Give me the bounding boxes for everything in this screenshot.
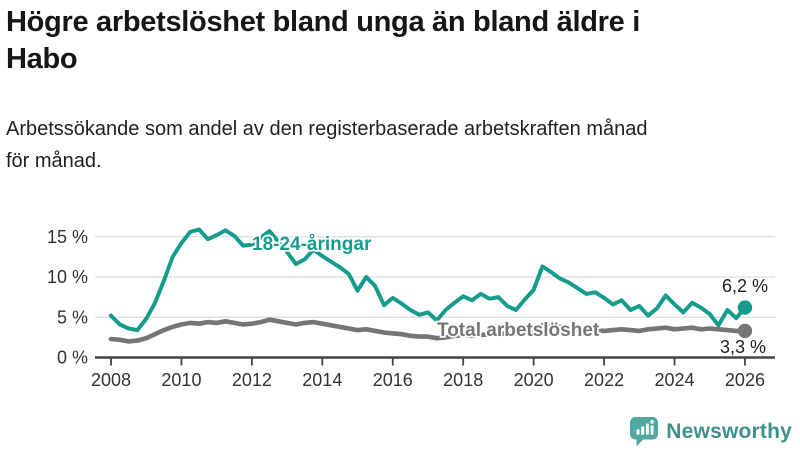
- brand-name: Newsworthy: [666, 419, 792, 443]
- y-axis-label-5: 5 %: [57, 307, 88, 327]
- title-line-2: Habo: [6, 43, 78, 75]
- series-line-youth: [109, 227, 747, 333]
- series-label-total: Total arbetslöshet: [437, 320, 600, 341]
- series-end-value-youth: 6,2 %: [722, 276, 768, 296]
- y-axis-label-15: 15 %: [47, 227, 88, 247]
- series-label-youth: 18-24-åringar: [252, 234, 372, 255]
- y-axis-label-0: 0 %: [57, 348, 88, 368]
- x-axis-label-2024: 2024: [654, 370, 694, 390]
- x-axis-label-2022: 2022: [584, 370, 624, 390]
- chart-subtitle: Arbetssökande som andel av den registerb…: [6, 113, 794, 177]
- series-line-total: [108, 317, 748, 344]
- x-axis-label-2012: 2012: [232, 370, 272, 390]
- subtitle-line-2: för månad.: [6, 150, 102, 172]
- title-line-1: Högre arbetslöshet bland unga än bland ä…: [6, 6, 640, 38]
- x-axis-label-2018: 2018: [443, 370, 483, 390]
- newsworthy-logo[interactable]: Newsworthy: [629, 416, 792, 447]
- x-axis-label-2010: 2010: [161, 370, 201, 390]
- speech-bubble-bar-chart-icon: [630, 416, 659, 447]
- series-end-dot-total: [737, 323, 753, 339]
- x-axis-label-2020: 2020: [514, 370, 554, 390]
- series-end-value-total: 3,3 %: [720, 337, 766, 357]
- x-axis-label-2014: 2014: [302, 370, 342, 390]
- x-axis-label-2026: 2026: [725, 370, 765, 390]
- series-end-dot-youth: [737, 300, 753, 315]
- y-axis-label-10: 10 %: [47, 267, 88, 287]
- page-title: Högre arbetslöshet bland unga än bland ä…: [6, 4, 786, 78]
- x-axis-label-2008: 2008: [91, 370, 131, 390]
- subtitle-line-1: Arbetssökande som andel av den registerb…: [6, 118, 648, 140]
- x-axis-label-2016: 2016: [373, 370, 413, 390]
